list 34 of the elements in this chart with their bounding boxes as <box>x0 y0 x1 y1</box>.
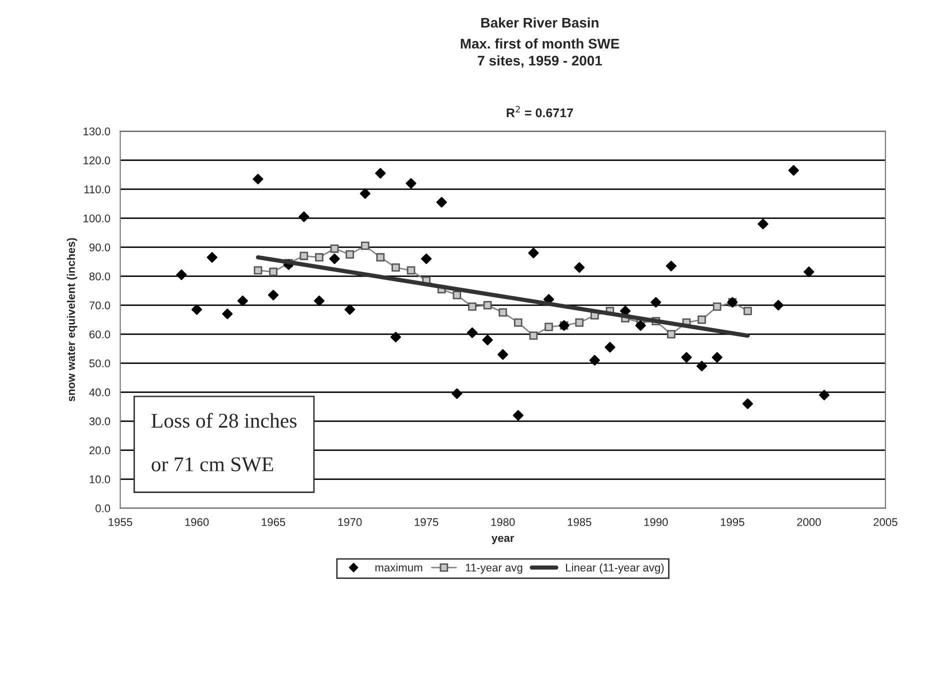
y-tick-label: 100.0 <box>84 214 110 222</box>
y-tick-label: 120.0 <box>84 156 110 164</box>
x-tick-label: 1995 <box>720 518 744 526</box>
y-tick-label: 90.0 <box>89 243 110 252</box>
y-tick-label: 110.0 <box>84 185 110 194</box>
x-tick-label: 1975 <box>414 518 438 526</box>
text: Loss of 28 inches or 71 cm SWE <box>151 412 297 472</box>
x-tick-label: 1980 <box>491 518 515 526</box>
y-tick-label: 80.0 <box>89 272 110 280</box>
x-tick-label: 1965 <box>262 518 286 526</box>
x-tick-label: 1990 <box>644 518 668 526</box>
y-tick-label: 10.0 <box>90 475 110 484</box>
x-tick-label: 1960 <box>185 518 209 526</box>
x-tick-label: 2000 <box>797 518 821 526</box>
y-tick-label: 40.0 <box>89 388 110 396</box>
y-axis-title: snow water equivelent (inches) <box>66 238 78 402</box>
legend-label: maximum <box>375 563 422 572</box>
y-tick-label: 60.0 <box>89 330 110 338</box>
y-tick-label: 130.0 <box>84 127 110 136</box>
x-tick-label: 1970 <box>338 518 362 526</box>
y-tick-label: 0.0 <box>96 504 110 512</box>
y-tick-label: 30.0 <box>89 417 110 426</box>
x-tick-label: 1955 <box>108 518 132 526</box>
y-tick-label: 50.0 <box>89 359 110 368</box>
chart-subtitle: Max. first of month SWE 7 sites, 1959 - 2001 <box>460 38 620 68</box>
x-axis-title: year <box>492 536 514 544</box>
y-tick-label: 20.0 <box>89 446 110 454</box>
x-tick-label: 1985 <box>568 518 592 526</box>
legend-label: Linear (11-year avg) <box>566 563 664 574</box>
text: R$^{2}$ = 0.6717 <box>506 106 573 118</box>
x-tick-label: 2005 <box>874 518 898 526</box>
legend-label: 11-year avg <box>466 564 522 574</box>
y-tick-label: 70.0 <box>89 301 110 310</box>
chart-title: Baker River Basin <box>481 17 598 28</box>
